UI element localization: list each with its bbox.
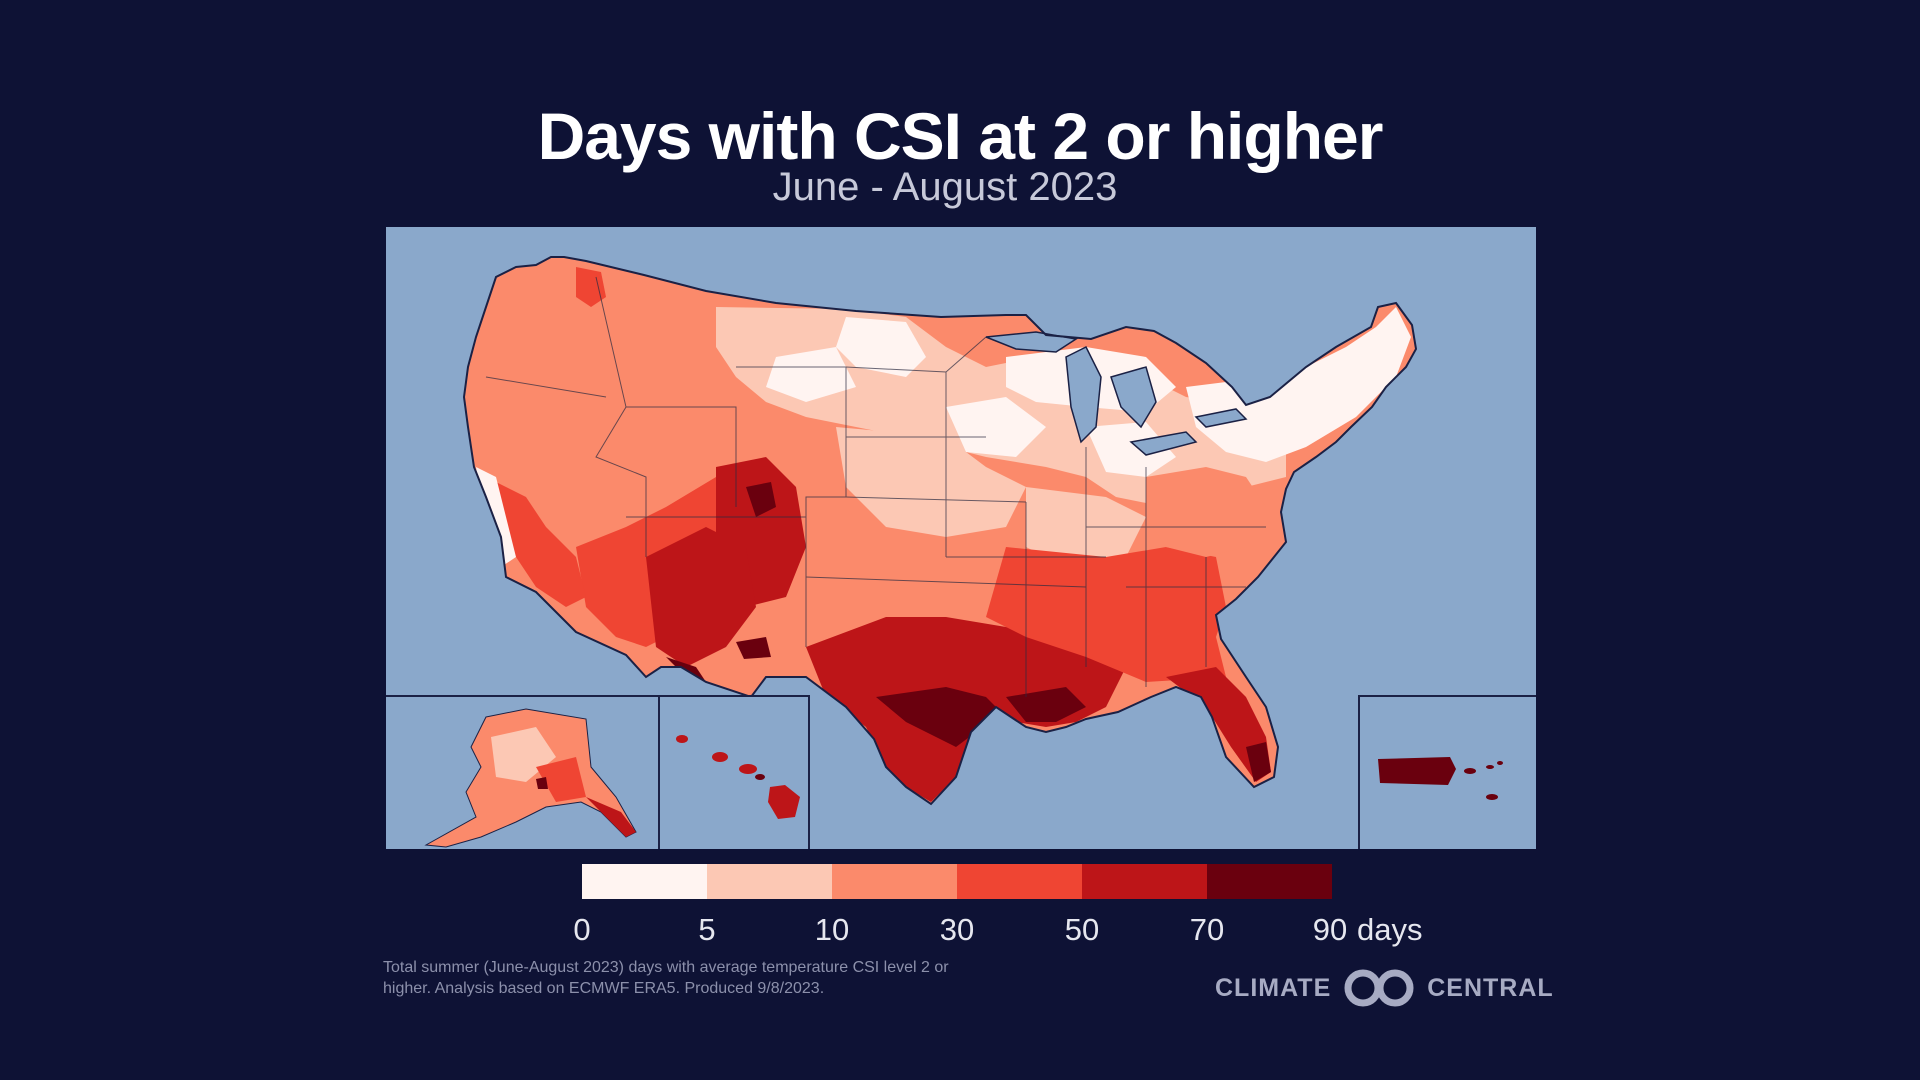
- legend-tick: 5: [698, 912, 716, 947]
- alaska-map: [424, 708, 637, 848]
- logo-rings-icon: [1344, 969, 1414, 1007]
- climate-central-logo: CLIMATE CENTRAL: [1215, 968, 1554, 1008]
- hawaii-inset: [658, 695, 810, 849]
- legend-swatch: [582, 864, 707, 899]
- legend-swatch: [832, 864, 957, 899]
- legend-unit: days: [1357, 912, 1423, 947]
- puerto-rico-map: [1378, 757, 1503, 800]
- us-heat-map: [386, 227, 1536, 849]
- map-title: Days with CSI at 2 or higher: [537, 99, 1384, 173]
- legend-tick: 0: [573, 912, 591, 947]
- legend-swatch: [707, 864, 832, 899]
- legend-tick: 90: [1312, 912, 1348, 947]
- legend-swatch: [1207, 864, 1332, 899]
- footnote-line: Total summer (June-August 2023) days wit…: [383, 959, 949, 976]
- footnote-line: higher. Analysis based on ECMWF ERA5. Pr…: [383, 980, 825, 997]
- legend-tick: 30: [939, 912, 975, 947]
- legend-tick: 50: [1064, 912, 1100, 947]
- alaska-inset: [386, 695, 660, 849]
- logo-text-left: CLIMATE: [1215, 973, 1332, 1002]
- color-legend: [582, 864, 1332, 899]
- logo-text-right: CENTRAL: [1427, 973, 1554, 1002]
- puerto-rico-inset: [1358, 695, 1536, 849]
- legend-swatch: [1082, 864, 1207, 899]
- legend-swatch: [957, 864, 1082, 899]
- hawaii-map: [676, 735, 800, 819]
- contiguous-us-map: [462, 256, 1418, 806]
- map-subtitle: June - August 2023: [772, 165, 1118, 209]
- footnote: Total summer (June-August 2023) days wit…: [383, 957, 1023, 999]
- legend-tick: 70: [1189, 912, 1225, 947]
- legend-tick: 10: [814, 912, 850, 947]
